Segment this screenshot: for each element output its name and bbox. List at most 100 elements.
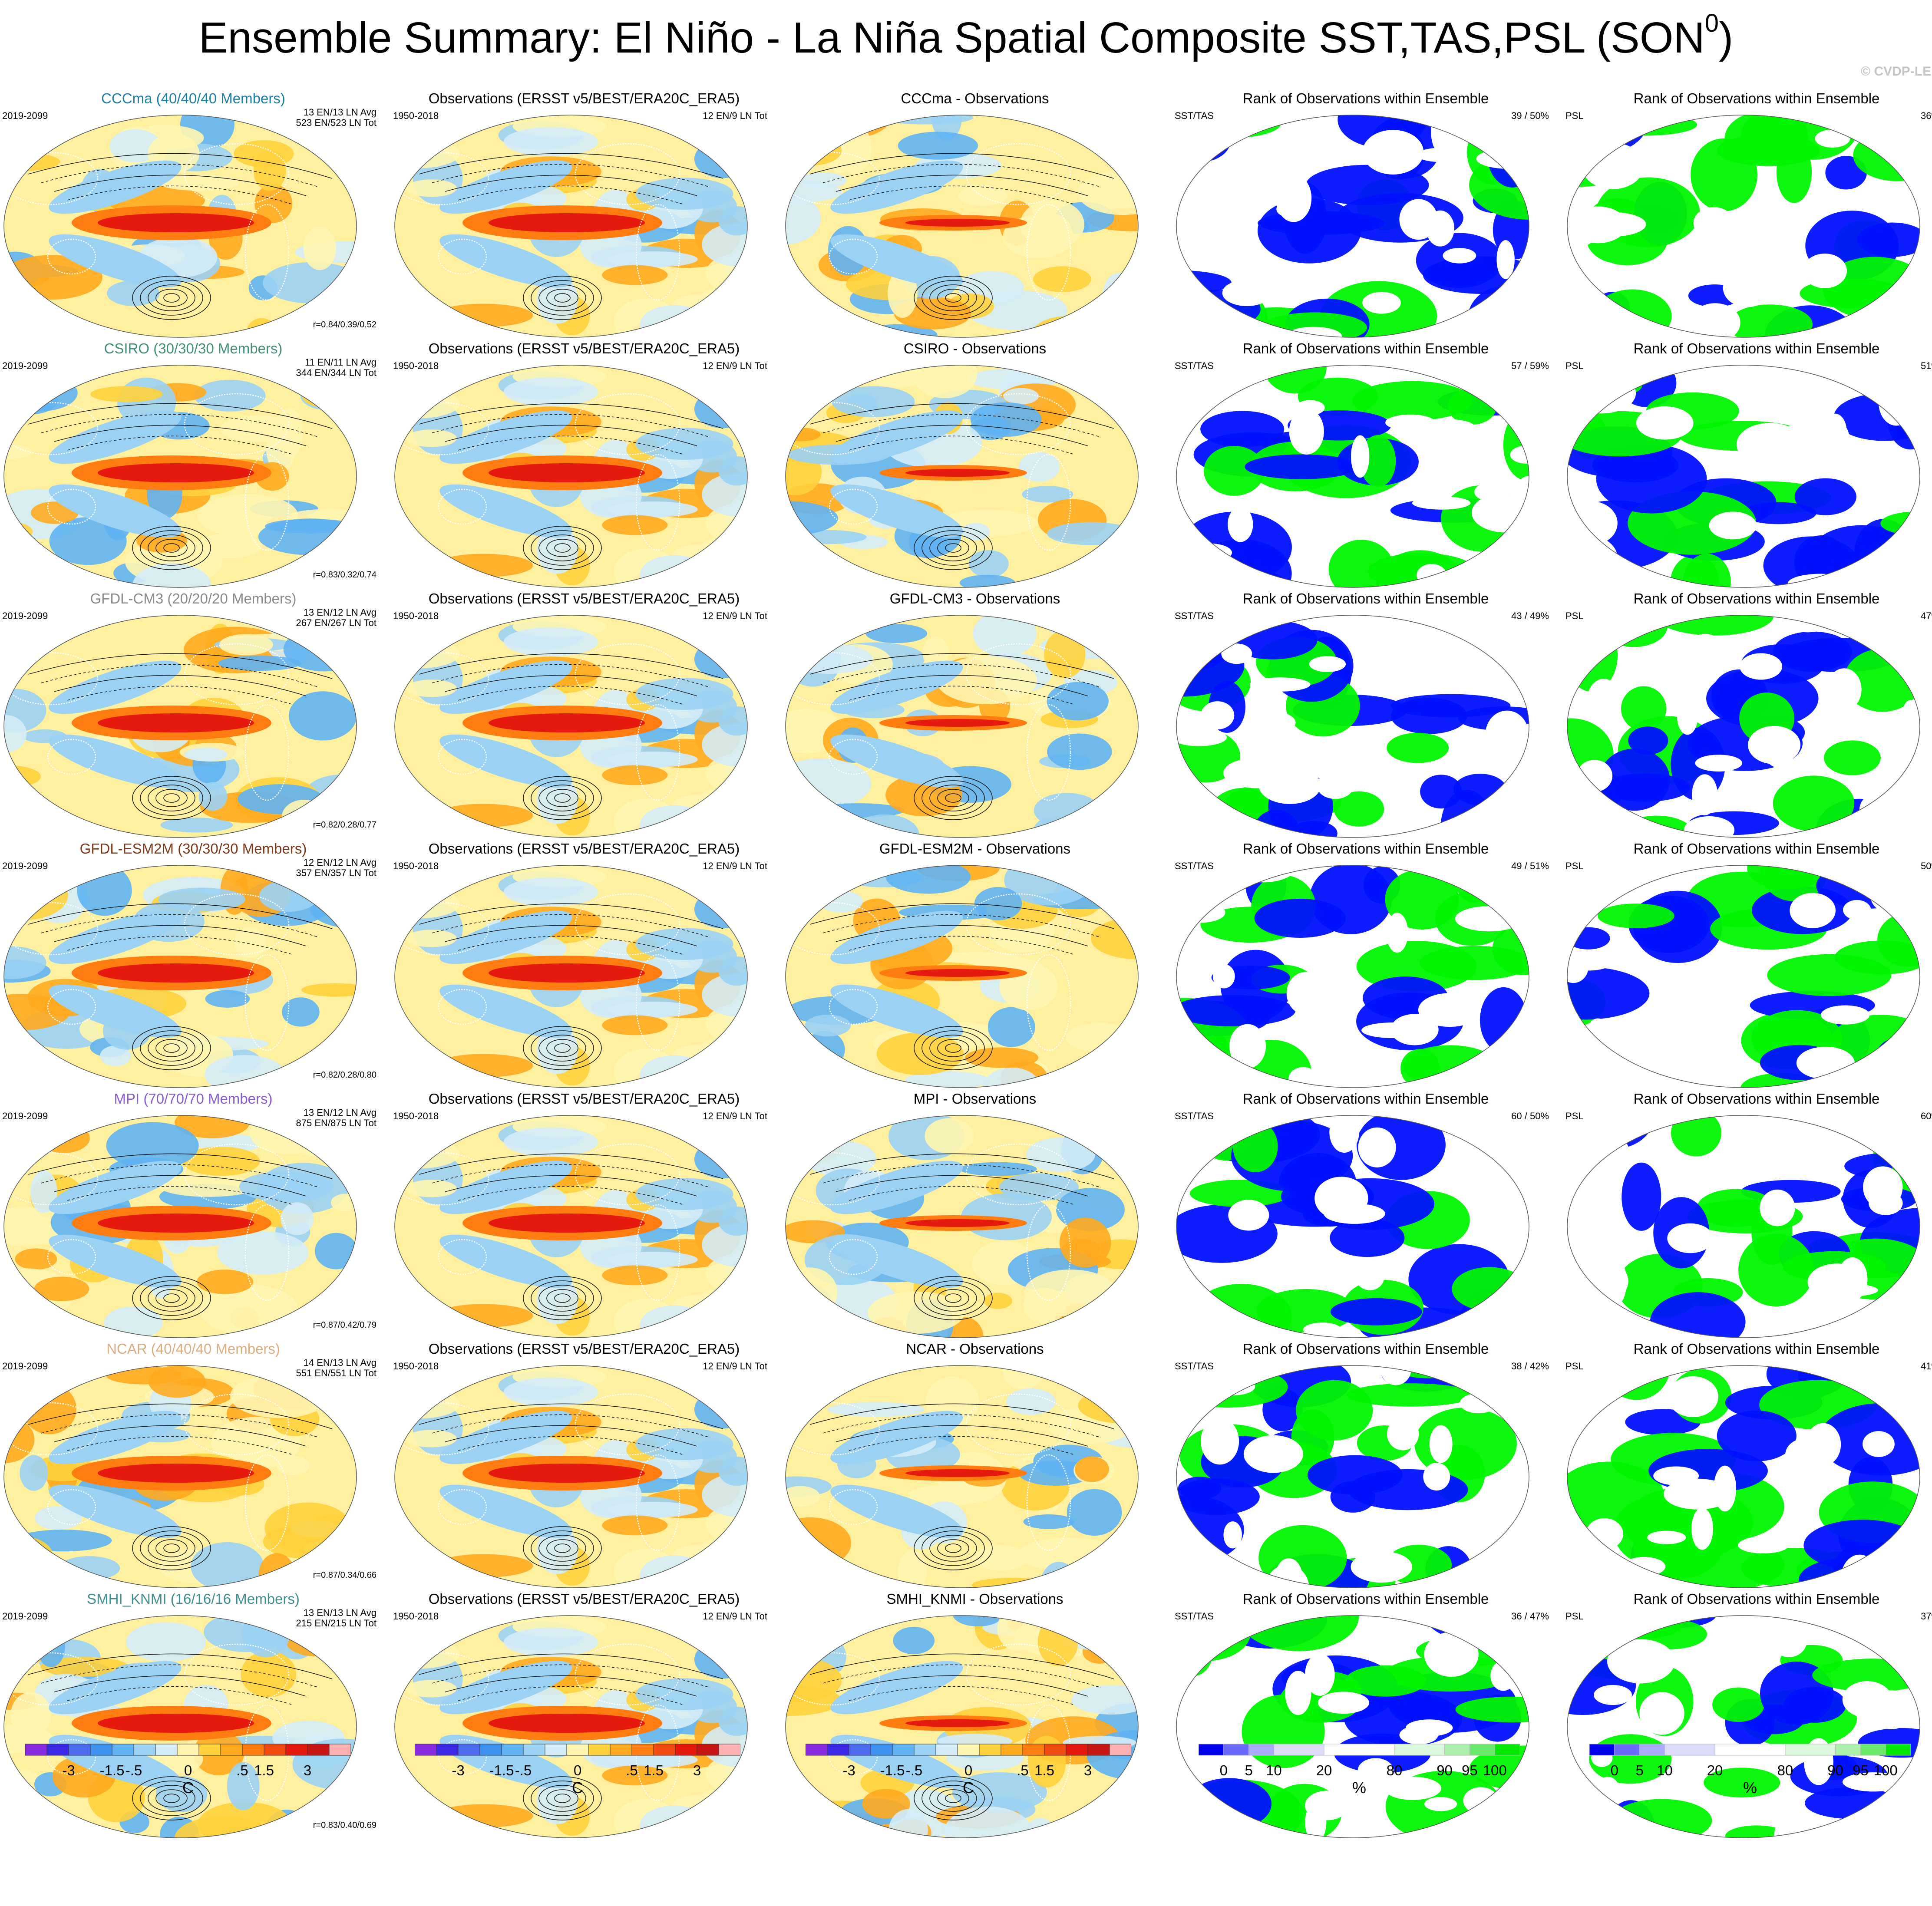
diff-title: CCCma - Observations <box>901 90 1049 106</box>
colorbar-box <box>653 1744 676 1756</box>
model-title: CCCma (40/40/40 Members) <box>101 90 285 106</box>
obs-panel: Observations (ERSST v5/BEST/ERA20C_ERA5)… <box>393 1591 775 1843</box>
model-panel: CSIRO (30/30/30 Members) 2019-2099 11 EN/1… <box>2 340 384 593</box>
obs-years: 1950-2018 <box>393 1111 439 1121</box>
colorbar-box <box>1885 1744 1911 1756</box>
rank-psl-panel: Rank of Observations within Ensemble PSL 6… <box>1565 1091 1932 1343</box>
colorbar-box <box>177 1744 199 1756</box>
colorbar-unit: C <box>963 1779 974 1797</box>
colorbar-box <box>849 1744 871 1756</box>
colorbar-tick: 90 <box>1827 1762 1843 1778</box>
psl-label: PSL <box>1565 1111 1584 1121</box>
sst-composite-map <box>785 1615 1139 1838</box>
obs-years: 1950-2018 <box>393 360 439 371</box>
colorbar-box <box>90 1744 112 1756</box>
colorbar-box <box>1589 1744 1615 1756</box>
sst-composite-map <box>785 1365 1139 1588</box>
obs-events: 12 EN/9 LN Tot <box>703 1611 767 1622</box>
colorbar-box <box>479 1744 502 1756</box>
sst-rank-pct: 36 / 47% <box>1511 1611 1549 1622</box>
rank-colorbar-boxes <box>1199 1744 1520 1756</box>
sst-colorbar-boxes <box>415 1744 740 1756</box>
diff-title: GFDL-ESM2M - Observations <box>879 841 1071 857</box>
diff-panel: CCCma - Observations <box>784 90 1166 343</box>
obs-panel: Observations (ERSST v5/BEST/ERA20C_ERA5)… <box>393 90 775 343</box>
diff-title: SMHI_KNMI - Observations <box>886 1591 1063 1607</box>
colorbar-tick: 0 <box>1219 1762 1228 1778</box>
rank-title: Rank of Observations within Ensemble <box>1633 841 1880 857</box>
events-tot: 523 EN/523 LN Tot <box>296 117 377 128</box>
colorbar-tick: 1.5 <box>644 1762 664 1778</box>
rank-title: Rank of Observations within Ensemble <box>1242 340 1489 356</box>
rank-colorbar-boxes <box>1589 1744 1911 1756</box>
colorbar-box <box>1109 1744 1131 1756</box>
rank-map <box>1176 615 1529 838</box>
sst-colorbar: -3 -1.5 -.5 0 .5 1.5 3 C <box>25 1743 351 1797</box>
colorbar-tick: 0 <box>184 1762 192 1778</box>
model-years: 2019-2099 <box>2 1361 48 1372</box>
rank-sst-panel: Rank of Observations within Ensemble SST/… <box>1175 841 1557 1093</box>
sst-composite-map <box>394 365 748 588</box>
sst-colorbar-boxes <box>806 1744 1131 1756</box>
colorbar-tick: -1.5 <box>880 1762 905 1778</box>
model-years: 2019-2099 <box>2 360 48 371</box>
obs-panel: Observations (ERSST v5/BEST/ERA20C_ERA5)… <box>393 1091 775 1343</box>
watermark: © CVDP-LE <box>1861 64 1932 79</box>
pattern-correlation: r=0.82/0.28/0.77 <box>313 820 376 830</box>
sst-composite-map <box>785 865 1139 1088</box>
rank-psl-panel: Rank of Observations within Ensemble PSL 4… <box>1565 1341 1932 1593</box>
events-avg: 14 EN/13 LN Avg <box>303 1357 376 1368</box>
obs-panel: Observations (ERSST v5/BEST/ERA20C_ERA5)… <box>393 1341 775 1593</box>
event-counts: 14 EN/13 LN Avg 551 EN/551 LN Tot <box>296 1358 377 1378</box>
colorbar-box <box>1860 1744 1886 1756</box>
colorbar-tick: -3 <box>62 1762 75 1778</box>
model-panel: SMHI_KNMI (16/16/16 Members) 2019-2099 13 … <box>2 1591 384 1843</box>
colorbar-box <box>220 1744 243 1756</box>
rank-title: Rank of Observations within Ensemble <box>1633 1591 1880 1607</box>
rank-map <box>1176 365 1529 588</box>
rank-colorbar: 0 5 10 20 80 90 95 100% <box>1589 1743 1911 1797</box>
rank-sst-panel: Rank of Observations within Ensemble SST/… <box>1175 590 1557 843</box>
rank-psl-panel: Rank of Observations within Ensemble PSL 3… <box>1565 1591 1932 1843</box>
colorbar-box <box>458 1744 480 1756</box>
diff-panel: GFDL-CM3 - Observations <box>784 590 1166 843</box>
colorbar-box <box>1273 1744 1324 1756</box>
sst-composite-map <box>3 615 357 838</box>
colorbar-box <box>588 1744 611 1756</box>
colorbar-tick: 80 <box>1386 1762 1403 1778</box>
sst-tas-label: SST/TAS <box>1175 110 1214 121</box>
rank-title: Rank of Observations within Ensemble <box>1633 1341 1880 1357</box>
colorbar-unit: C <box>182 1779 194 1797</box>
colorbar-box <box>1444 1744 1470 1756</box>
psl-label: PSL <box>1565 610 1584 621</box>
rank-psl-panel: Rank of Observations within Ensemble PSL 5… <box>1565 340 1932 593</box>
colorbar-tick: 1.5 <box>1034 1762 1054 1778</box>
model-years: 2019-2099 <box>2 110 48 121</box>
rank-title: Rank of Observations within Ensemble <box>1633 90 1880 106</box>
rank-sst-panel: Rank of Observations within Ensemble SST/… <box>1175 1591 1557 1843</box>
event-counts: 13 EN/13 LN Avg 215 EN/215 LN Tot <box>296 1608 377 1629</box>
rank-sst-panel: Rank of Observations within Ensemble SST/… <box>1175 1341 1557 1593</box>
model-title: CSIRO (30/30/30 Members) <box>104 340 283 356</box>
colorbar-unit: % <box>1743 1779 1757 1797</box>
rank-title: Rank of Observations within Ensemble <box>1633 1091 1880 1107</box>
colorbar-box <box>1664 1744 1715 1756</box>
colorbar-box <box>892 1744 915 1756</box>
rank-map <box>1176 1615 1529 1838</box>
colorbar-box <box>264 1744 286 1756</box>
obs-panel: Observations (ERSST v5/BEST/ERA20C_ERA5)… <box>393 340 775 593</box>
colorbar-tick: 10 <box>1266 1762 1282 1778</box>
obs-panel: Observations (ERSST v5/BEST/ERA20C_ERA5)… <box>393 841 775 1093</box>
sst-rank-pct: 60 / 50% <box>1511 1111 1549 1121</box>
colorbar-tick: 5 <box>1635 1762 1644 1778</box>
sst-composite-map <box>785 365 1139 588</box>
events-avg: 13 EN/13 LN Avg <box>303 107 376 118</box>
events-avg: 11 EN/11 LN Avg <box>304 357 376 368</box>
psl-rank-pct: 47% <box>1920 610 1932 621</box>
obs-years: 1950-2018 <box>393 610 439 621</box>
colorbar-tick: 10 <box>1657 1762 1673 1778</box>
colorbar-box <box>1001 1744 1023 1756</box>
colorbar-tick: -1.5 <box>99 1762 125 1778</box>
obs-years: 1950-2018 <box>393 1361 439 1372</box>
colorbar-box <box>1714 1744 1786 1756</box>
